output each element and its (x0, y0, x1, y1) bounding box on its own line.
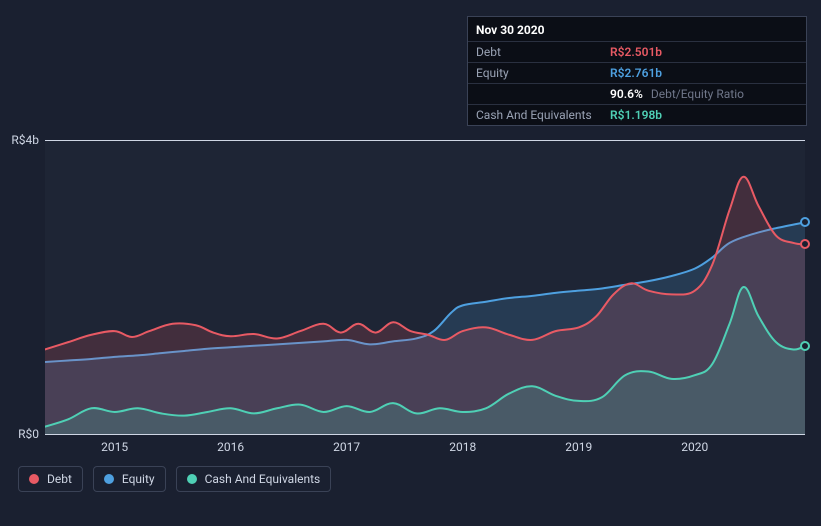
tooltip-row-value: 90.6% (610, 87, 643, 101)
series-end-marker (800, 217, 810, 227)
legend-dot-icon (187, 474, 197, 484)
tooltip-row-value: R$1.198b (610, 108, 662, 122)
x-tick-label: 2016 (217, 440, 244, 454)
y-tick-label: R$4b (11, 133, 39, 147)
chart-tooltip: Nov 30 2020 Debt R$2.501b Equity R$2.761b 90… (467, 16, 807, 126)
legend-label: Debt (47, 472, 72, 486)
chart-container: Nov 30 2020 Debt R$2.501b Equity R$2.761b 90… (0, 0, 821, 526)
legend-item[interactable]: Debt (18, 466, 83, 492)
tooltip-row: Equity R$2.761b (468, 63, 806, 84)
tooltip-row-label: Equity (476, 66, 606, 80)
area-chart[interactable]: R$0R$4b201520162017201820192020 (45, 140, 805, 434)
legend-label: Equity (122, 472, 155, 486)
legend-item[interactable]: Equity (93, 466, 166, 492)
legend-dot-icon (104, 474, 114, 484)
tooltip-row-label: Debt (476, 45, 606, 59)
series-end-marker (800, 239, 810, 249)
tooltip-row-sublabel: Debt/Equity Ratio (651, 87, 744, 101)
y-tick-label: R$0 (18, 427, 39, 441)
tooltip-row: Cash And Equivalents R$1.198b (468, 105, 806, 125)
x-tick-label: 2018 (449, 440, 476, 454)
axis-line (45, 434, 805, 435)
x-tick-label: 2020 (681, 440, 708, 454)
series-end-marker (800, 341, 810, 351)
axis-line (45, 140, 805, 141)
tooltip-title: Nov 30 2020 (468, 17, 806, 42)
chart-plot-svg (45, 140, 805, 434)
legend-item[interactable]: Cash And Equivalents (176, 466, 332, 492)
legend-dot-icon (29, 474, 39, 484)
chart-legend: Debt Equity Cash And Equivalents (18, 466, 331, 492)
tooltip-rows: Debt R$2.501b Equity R$2.761b 90.6% Debt/Equi… (468, 42, 806, 125)
tooltip-row-value: R$2.501b (610, 45, 662, 59)
x-tick-label: 2017 (333, 440, 360, 454)
tooltip-row: Debt R$2.501b (468, 42, 806, 63)
legend-label: Cash And Equivalents (205, 472, 321, 486)
tooltip-row-value: R$2.761b (610, 66, 662, 80)
tooltip-row-label (476, 87, 606, 101)
x-tick-label: 2015 (101, 440, 128, 454)
tooltip-row-label: Cash And Equivalents (476, 108, 606, 122)
tooltip-row: 90.6% Debt/Equity Ratio (468, 84, 806, 105)
x-tick-label: 2019 (565, 440, 592, 454)
